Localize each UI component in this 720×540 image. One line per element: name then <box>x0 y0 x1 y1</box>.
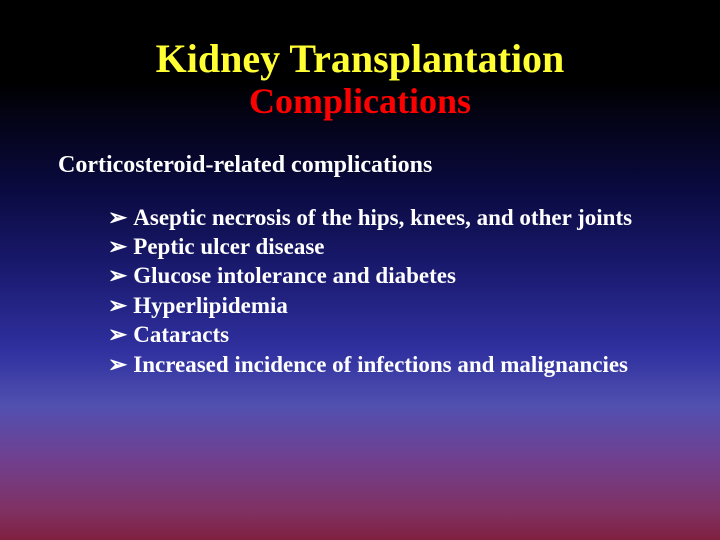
slide-title: Kidney Transplantation <box>0 38 720 80</box>
bullet-text: Cataracts <box>133 320 720 349</box>
bullet-icon: ➢ <box>108 232 127 261</box>
bullet-text: Hyperlipidemia <box>133 291 720 320</box>
list-item: ➢ Cataracts <box>108 320 720 349</box>
bullet-icon: ➢ <box>108 350 127 379</box>
bullet-icon: ➢ <box>108 291 127 320</box>
list-item: ➢ Increased incidence of infections and … <box>108 350 720 379</box>
bullet-text: Peptic ulcer disease <box>133 232 720 261</box>
bullet-text: Aseptic necrosis of the hips, knees, and… <box>133 203 720 232</box>
slide-subtitle: Complications <box>0 82 720 122</box>
list-item: ➢ Hyperlipidemia <box>108 291 720 320</box>
bullet-icon: ➢ <box>108 261 127 290</box>
bullet-text: Glucose intolerance and diabetes <box>133 261 720 290</box>
list-item: ➢ Glucose intolerance and diabetes <box>108 261 720 290</box>
list-item: ➢ Aseptic necrosis of the hips, knees, a… <box>108 203 720 232</box>
bullet-icon: ➢ <box>108 320 127 349</box>
bullet-icon: ➢ <box>108 203 127 232</box>
bullet-list: ➢ Aseptic necrosis of the hips, knees, a… <box>108 203 720 380</box>
section-heading: Corticosteroid-related complications <box>58 152 720 179</box>
list-item: ➢ Peptic ulcer disease <box>108 232 720 261</box>
slide: Kidney Transplantation Complications Cor… <box>0 0 720 540</box>
bullet-text: Increased incidence of infections and ma… <box>133 350 720 379</box>
